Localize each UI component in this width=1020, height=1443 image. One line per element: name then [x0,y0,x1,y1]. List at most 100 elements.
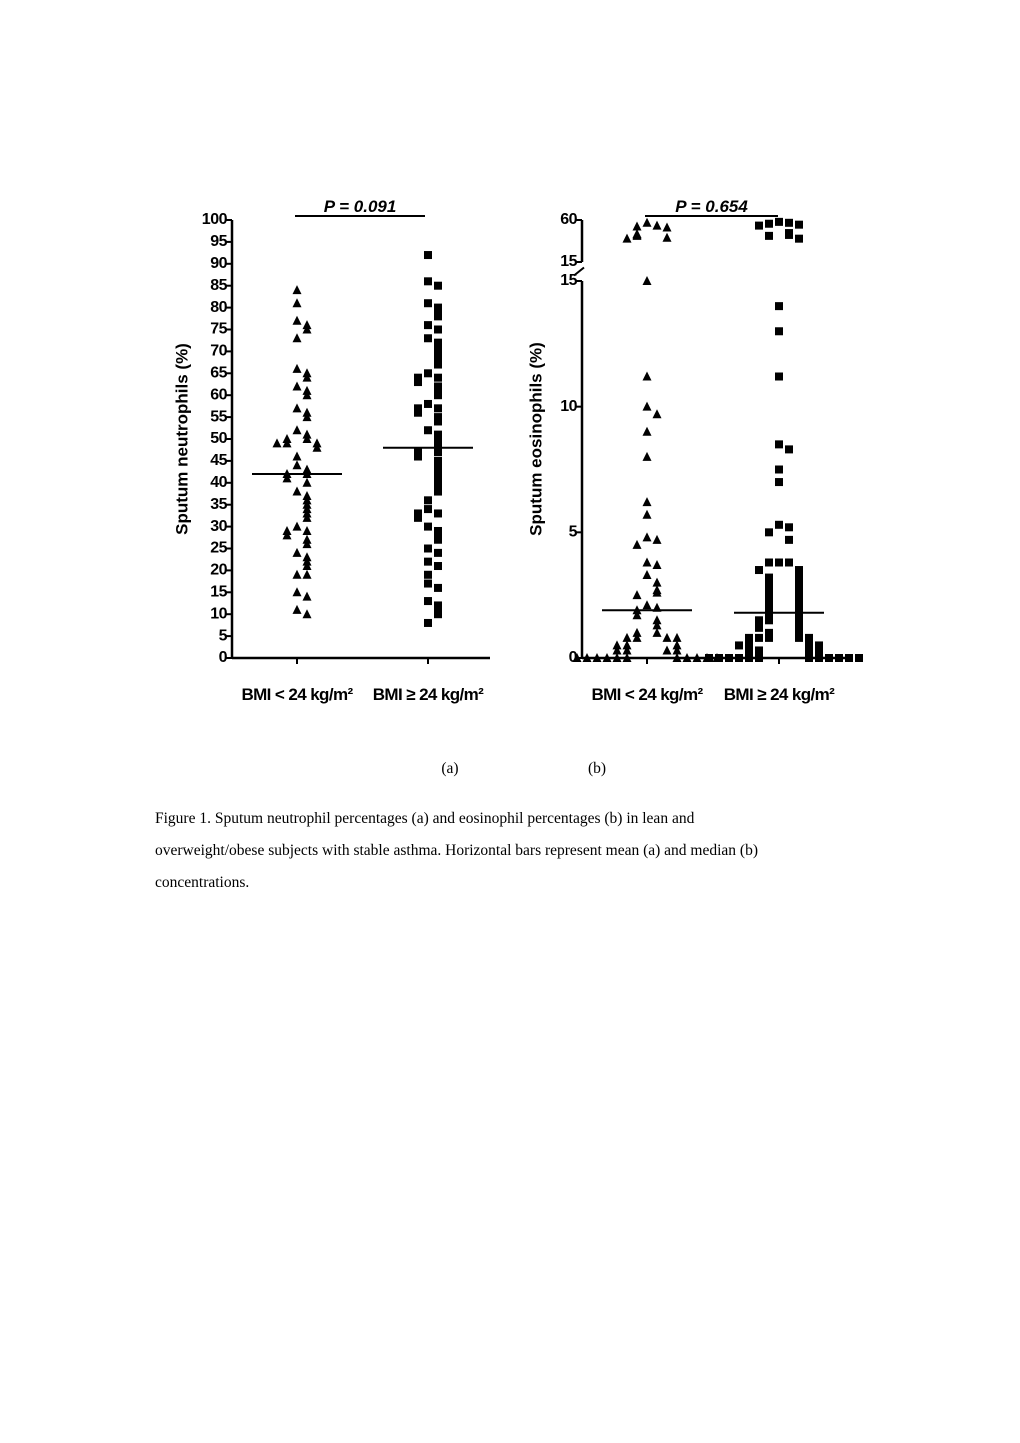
data-point [795,220,803,229]
data-point [424,251,432,260]
data-point [282,530,292,540]
data-point [434,601,442,610]
data-point [292,451,302,461]
data-point [602,653,612,662]
data-point [424,334,432,343]
data-point [434,583,442,592]
data-point [292,381,302,391]
data-point [815,641,823,650]
y-tick-label: 5 [569,524,578,541]
data-point [805,641,813,650]
data-point [662,232,672,242]
data-point [795,603,803,612]
data-point [652,587,662,597]
data-point [424,399,432,408]
data-point [424,522,432,531]
data-point [622,645,632,655]
data-point [795,573,803,582]
data-point [662,222,672,232]
data-point [302,591,312,601]
data-point [652,560,662,570]
data-point [672,640,682,650]
data-point [424,597,432,606]
data-point [765,573,773,582]
data-point [434,404,442,413]
data-point [434,373,442,382]
y-tick-label: 10 [560,398,577,415]
y-tick-label: 60 [560,211,577,228]
data-point [652,577,662,587]
data-point [795,633,803,642]
data-point [434,338,442,347]
data-point [434,470,442,479]
data-point [755,221,763,230]
data-point [414,378,422,387]
data-point [434,461,442,470]
data-point [434,382,442,391]
data-point [775,478,783,487]
data-point [622,233,632,243]
data-point [775,327,783,336]
caption: overweight/obese subjects with stable as… [155,842,758,859]
data-point [845,654,853,662]
data-point [642,401,652,411]
data-point [424,496,432,505]
data-point [785,230,793,239]
data-point [632,230,642,240]
data-point [705,654,713,662]
panel-label: (a) [441,760,458,777]
data-point [632,632,642,642]
data-point [765,591,773,600]
data-point [302,372,312,382]
data-point [292,521,302,531]
data-point [795,598,803,607]
data-point [424,426,432,435]
data-point [642,557,652,567]
data-point [672,645,682,655]
data-point [302,512,312,522]
data-point [632,539,642,549]
data-point [292,403,302,413]
data-point [765,633,773,642]
data-point [642,217,652,227]
y-tick-label: 70 [210,343,227,360]
caption: concentrations. [155,874,249,891]
data-point [302,561,312,571]
data-point [424,505,432,514]
data-point [434,439,442,448]
data-point [805,654,813,662]
data-point [434,474,442,483]
data-point [434,356,442,365]
data-point [775,440,783,449]
data-point [434,526,442,535]
data-point [434,303,442,312]
data-point [612,640,622,650]
data-point [652,620,662,630]
data-point [292,569,302,579]
data-point [292,486,302,496]
data-point [632,221,642,231]
data-point [292,333,302,343]
x-tick-label: BMI ≥ 24 kg/m² [373,685,484,704]
data-point [292,547,302,557]
y-tick-label: 40 [210,474,227,491]
data-point [302,609,312,619]
data-point [612,645,622,655]
data-point [434,325,442,334]
data-point [434,386,442,395]
data-point [434,509,442,518]
data-point [785,445,793,454]
data-point [652,534,662,544]
y-tick-label: 15 [210,584,227,601]
y-tick-label: 0 [219,649,228,666]
data-point [302,477,312,487]
data-point [434,483,442,492]
data-point [825,654,833,662]
y-tick-label: 45 [210,452,227,469]
data-point [745,641,753,650]
data-point [434,351,442,360]
data-point [795,628,803,637]
data-point [642,451,652,461]
data-point [652,615,662,625]
